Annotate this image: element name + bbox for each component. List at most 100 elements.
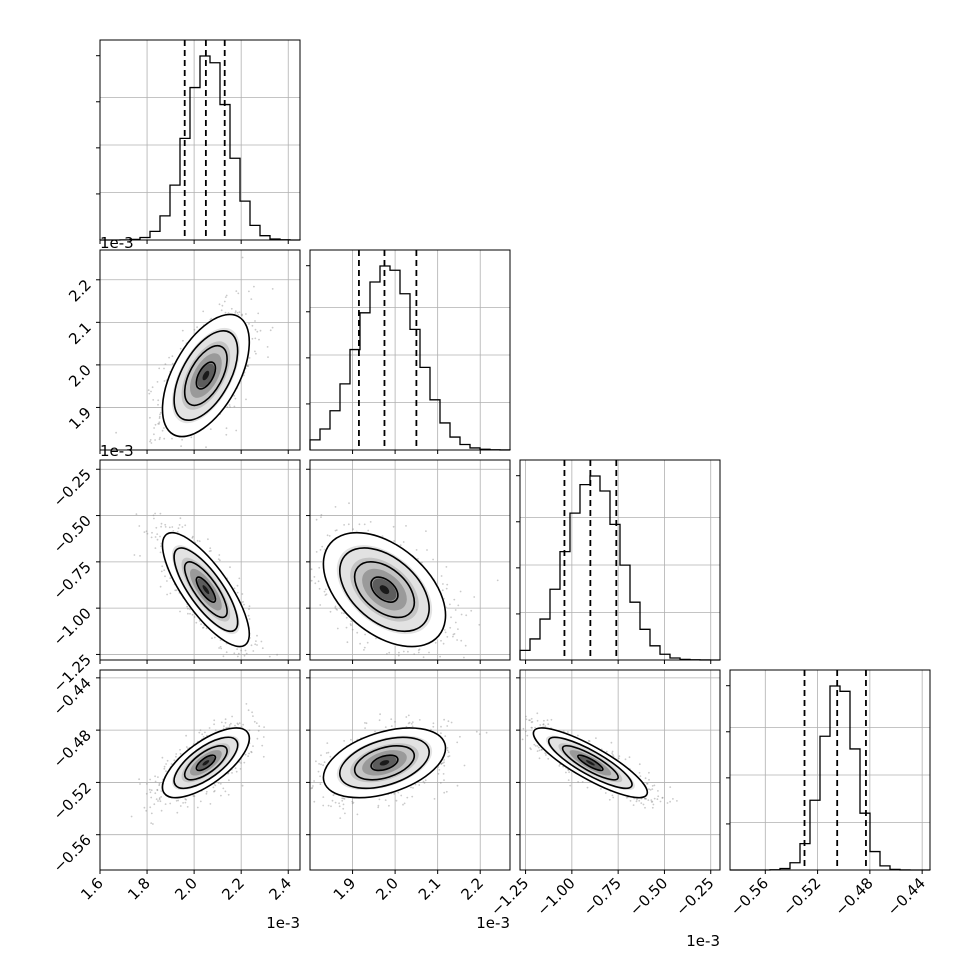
sample-point — [157, 776, 159, 778]
sample-point — [243, 603, 245, 606]
sample-point — [169, 592, 172, 595]
sample-point — [248, 323, 250, 325]
sample-point — [153, 433, 155, 436]
sample-point — [260, 640, 263, 643]
histogram-panel-p2 — [306, 249, 511, 454]
sample-point — [234, 310, 237, 313]
sample-point — [364, 722, 366, 724]
sample-point — [175, 589, 178, 592]
sample-point — [248, 752, 250, 755]
sample-point — [234, 397, 237, 400]
sample-point — [444, 631, 447, 634]
sample-point — [314, 582, 317, 585]
sample-point — [257, 729, 260, 732]
sample-point — [254, 350, 256, 353]
sample-point — [236, 591, 239, 594]
sample-point — [322, 764, 324, 767]
sample-point — [407, 722, 410, 725]
sample-point — [182, 802, 185, 804]
sample-point — [390, 725, 393, 727]
sample-point — [252, 715, 254, 717]
sample-point — [138, 778, 141, 781]
sample-point — [150, 442, 153, 444]
sample-point — [327, 804, 330, 807]
sample-point — [245, 652, 248, 655]
sample-point — [255, 640, 257, 642]
sample-point — [187, 607, 189, 610]
sample-point — [424, 779, 427, 782]
sample-point — [350, 738, 352, 741]
sample-point — [534, 745, 537, 747]
sample-point — [202, 310, 205, 313]
panel-frame — [729, 669, 931, 871]
sample-point — [158, 421, 161, 424]
sample-point — [366, 641, 369, 644]
sample-point — [220, 309, 223, 312]
sample-point — [229, 406, 231, 408]
sample-point — [210, 550, 212, 552]
sample-point — [252, 745, 254, 747]
sample-point — [459, 590, 462, 593]
sample-point — [149, 440, 151, 443]
sample-point — [320, 763, 322, 766]
sample-point — [166, 759, 169, 762]
sample-point — [465, 614, 468, 617]
sample-point — [443, 791, 446, 794]
sample-point — [453, 633, 456, 635]
sample-point — [148, 788, 151, 791]
sample-point — [221, 304, 224, 307]
sample-point — [638, 799, 641, 802]
sample-point — [241, 314, 243, 317]
sample-point — [245, 703, 248, 705]
sample-point — [233, 394, 236, 397]
sample-point — [358, 523, 361, 526]
sample-point — [485, 731, 488, 734]
sample-point — [195, 621, 198, 624]
sample-point — [159, 413, 161, 416]
sample-point — [349, 623, 352, 625]
sample-point — [319, 604, 322, 606]
sample-point — [159, 800, 162, 803]
sample-point — [410, 786, 412, 789]
sample-point — [544, 725, 547, 727]
sample-point — [230, 307, 233, 310]
sample-point — [388, 651, 391, 654]
sample-point — [345, 616, 348, 619]
sample-point — [440, 725, 442, 728]
sample-point — [446, 725, 449, 727]
sample-point — [345, 626, 348, 629]
sample-point — [251, 324, 254, 327]
density-panel-p4-vs-p3 — [516, 669, 721, 874]
sample-point — [463, 656, 465, 659]
sample-point — [321, 545, 324, 548]
density-panel-p4-vs-p2 — [306, 669, 511, 874]
sample-point — [407, 714, 410, 717]
sample-point — [242, 374, 245, 377]
sample-point — [247, 755, 250, 757]
sample-point — [456, 639, 458, 641]
sample-point — [437, 772, 440, 775]
sample-point — [343, 740, 345, 742]
contour-line — [195, 361, 217, 390]
sample-point — [374, 730, 376, 733]
sample-point — [346, 641, 349, 644]
sample-point — [446, 636, 449, 638]
sample-point — [428, 651, 430, 654]
sample-point — [254, 328, 257, 331]
sample-point — [220, 647, 223, 650]
sample-point — [322, 796, 325, 798]
sample-point — [338, 802, 340, 805]
sample-point — [181, 329, 184, 332]
sample-point — [394, 721, 396, 723]
sample-point — [235, 290, 238, 292]
sample-point — [440, 575, 443, 577]
sample-point — [365, 722, 368, 725]
sample-point — [247, 614, 250, 617]
sample-point — [214, 729, 217, 732]
sample-point — [191, 613, 194, 616]
sample-point — [191, 535, 194, 538]
sample-point — [224, 718, 227, 721]
sample-point — [460, 639, 463, 642]
sample-point — [177, 799, 180, 802]
sample-point — [143, 531, 146, 533]
